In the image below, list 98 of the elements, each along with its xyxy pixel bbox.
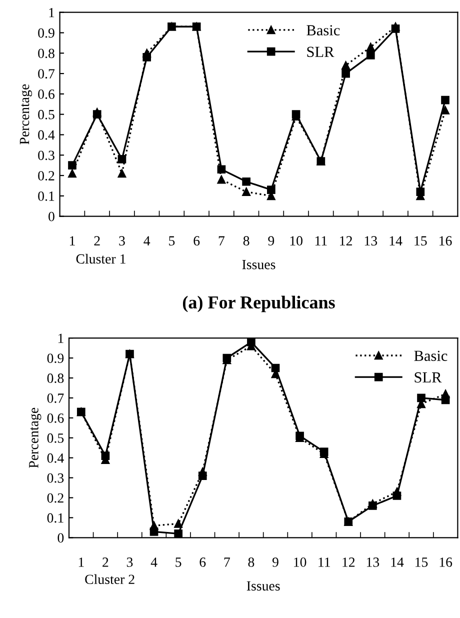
x-tick-label: 6 — [194, 236, 200, 246]
point — [267, 186, 276, 194]
y-tick-label: 0.8 — [47, 374, 64, 383]
legend-label: SLR — [307, 46, 334, 58]
point — [118, 169, 126, 178]
x-axis-title: Issues — [242, 260, 276, 270]
x-tick-label: 6 — [200, 558, 206, 567]
y-tick-label: 0.8 — [38, 48, 54, 58]
x-tick-label: 1 — [78, 558, 84, 567]
y-tick-label: 0.5 — [38, 110, 54, 120]
x-tick-label: 5 — [176, 558, 182, 567]
y-tick-label: 0.1 — [47, 513, 64, 523]
y-tick-label: 0.1 — [38, 191, 54, 201]
x-tick-label: 16 — [440, 558, 452, 567]
x-tick-label: 8 — [243, 236, 250, 246]
y-tick-label: 0.6 — [38, 90, 55, 99]
x-tick-label: 10 — [294, 558, 306, 567]
point — [441, 396, 450, 404]
y-tick-label: 1 — [49, 8, 54, 18]
x-tick-label: 15 — [416, 558, 428, 567]
point — [368, 502, 377, 510]
x-tick-label: 7 — [224, 558, 230, 567]
x-tick-label: 12 — [342, 558, 355, 567]
point — [174, 520, 182, 528]
x-tick-label: 9 — [272, 558, 278, 567]
x-tick-label: 13 — [366, 558, 380, 567]
point — [271, 364, 280, 372]
text: (a) For Republicans — [182, 296, 335, 312]
point — [342, 61, 350, 70]
x-tick-label: 3 — [126, 558, 133, 567]
y-tick-label: 0.2 — [47, 493, 64, 503]
y-axis-title: Percentage — [29, 408, 42, 468]
point — [142, 53, 152, 62]
point — [168, 22, 176, 31]
x-tick-label: 12 — [340, 236, 352, 246]
point — [174, 530, 182, 538]
point — [366, 42, 375, 52]
point — [441, 96, 450, 104]
point — [118, 155, 126, 164]
point — [247, 338, 256, 346]
x-tick-label: 3 — [119, 236, 125, 246]
y-tick-label: 0.3 — [47, 473, 64, 483]
point — [150, 528, 158, 536]
x-tick-label: 11 — [315, 236, 327, 246]
point — [242, 188, 250, 196]
x-tick-label: 4 — [144, 236, 150, 246]
x-tick-label: 4 — [150, 558, 158, 567]
y-tick-label: 0.2 — [38, 171, 54, 181]
point — [391, 24, 400, 33]
point — [68, 169, 76, 178]
y-tick-label: 0.5 — [47, 433, 64, 443]
y-axis-title: Percentage — [20, 84, 32, 144]
x-tick-label: 2 — [102, 558, 108, 567]
point — [92, 110, 102, 118]
point — [68, 161, 76, 170]
point — [392, 492, 402, 500]
x-tick-label: 9 — [268, 236, 274, 246]
y-tick-label: 0.4 — [38, 130, 55, 140]
x-tick-label: 13 — [364, 236, 378, 246]
point — [217, 175, 226, 184]
x-tick-label: 14 — [391, 558, 404, 567]
y-tick-label: 0.9 — [47, 354, 64, 364]
point — [101, 452, 110, 460]
y-tick-label: 0 — [58, 533, 64, 543]
point — [342, 69, 350, 78]
point — [316, 157, 326, 166]
y-tick-label: 0.6 — [47, 413, 64, 423]
point — [292, 110, 300, 118]
text: Cluster 2 — [85, 574, 134, 584]
x-tick-label: 8 — [248, 558, 254, 567]
y-tick-label: 0.3 — [38, 150, 54, 160]
y-tick-label: 0 — [48, 212, 54, 222]
x-axis-title: Issues — [246, 581, 280, 591]
x-tick-label: 1 — [70, 236, 75, 246]
point — [416, 188, 425, 196]
legend-label: SLR — [414, 372, 442, 383]
point — [417, 394, 426, 402]
point — [242, 177, 250, 186]
x-tick-label: 16 — [440, 236, 452, 246]
x-tick-label: 10 — [290, 236, 302, 246]
y-tick-label: 0.9 — [38, 28, 54, 38]
point — [366, 51, 375, 60]
x-tick-label: 2 — [94, 236, 100, 246]
x-tick-label: 11 — [318, 558, 330, 567]
y-tick-label: 1 — [58, 334, 64, 343]
text: Cluster 1 — [76, 254, 126, 264]
point — [217, 165, 226, 174]
y-tick-label: 0.7 — [47, 394, 64, 403]
point — [198, 472, 207, 480]
legend-label: Basic — [306, 25, 340, 36]
x-tick-label: 15 — [414, 236, 427, 246]
x-tick-label: 5 — [169, 236, 175, 246]
x-tick-label: 7 — [218, 236, 225, 246]
legend-label: Basic — [414, 350, 448, 361]
x-tick-label: 14 — [390, 236, 402, 246]
y-tick-label: 0.7 — [38, 69, 55, 79]
y-tick-label: 0.4 — [47, 453, 64, 463]
point — [441, 106, 450, 114]
